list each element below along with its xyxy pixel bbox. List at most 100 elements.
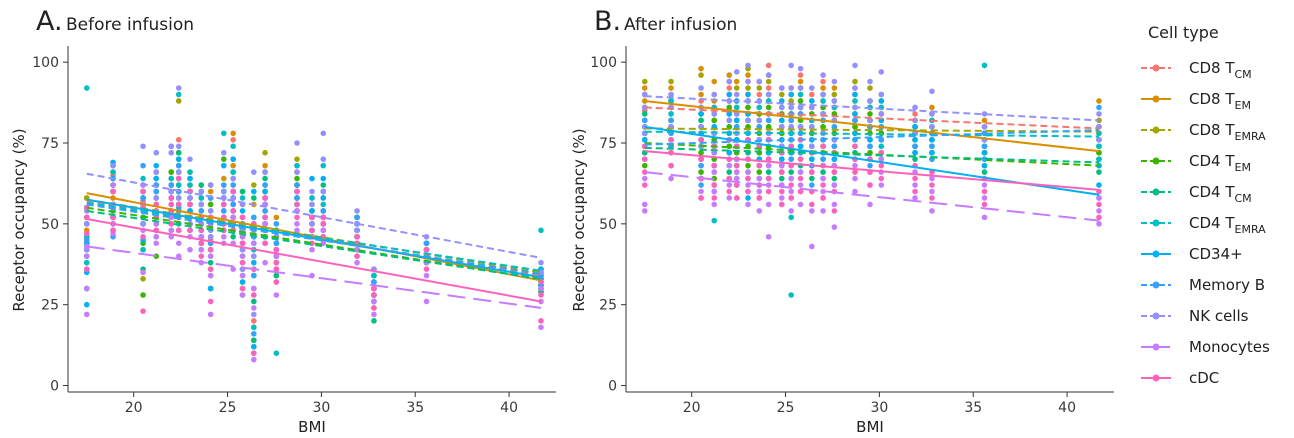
data-point	[168, 201, 175, 208]
data-point	[187, 182, 193, 188]
data-point	[140, 276, 146, 282]
data-point	[820, 72, 826, 78]
data-point	[929, 104, 935, 111]
data-point	[294, 221, 300, 227]
data-point	[168, 182, 175, 188]
data-point	[153, 233, 160, 240]
data-point	[371, 305, 377, 311]
data-point	[912, 149, 918, 156]
legend-label: cDC	[1189, 369, 1219, 387]
data-point	[765, 182, 772, 188]
data-point	[309, 227, 315, 234]
data-point	[230, 156, 236, 162]
data-point	[262, 175, 268, 182]
data-point	[912, 188, 918, 195]
data-point	[198, 208, 205, 214]
data-point	[878, 143, 885, 150]
panel-a-title: Before infusion	[66, 15, 194, 35]
data-point	[788, 156, 794, 162]
data-point	[641, 117, 648, 124]
data-point	[1096, 136, 1102, 143]
data-point	[371, 272, 377, 279]
fit-lines	[86, 172, 542, 309]
data-point	[912, 136, 918, 143]
data-point	[220, 233, 227, 240]
data-point	[809, 124, 815, 130]
data-point	[733, 91, 740, 98]
data-point	[220, 175, 227, 182]
data-point	[207, 188, 214, 195]
data-point	[538, 292, 544, 298]
data-point	[912, 104, 918, 111]
data-point	[294, 201, 300, 208]
data-point	[262, 188, 268, 195]
data-point	[981, 124, 988, 130]
data-point	[175, 143, 182, 150]
data-point	[83, 221, 90, 227]
legend: Cell type CD8 TCM CD8 TEM CD8 TEMRA CD4 TEM…	[1141, 23, 1270, 387]
data-point	[175, 169, 182, 175]
data-point	[262, 208, 268, 214]
data-point	[641, 208, 648, 214]
data-point	[778, 188, 785, 195]
data-point	[809, 91, 815, 98]
data-point	[309, 195, 315, 201]
data-point	[745, 91, 751, 98]
data-point	[273, 292, 280, 298]
data-point	[981, 143, 988, 150]
data-point	[711, 78, 718, 85]
data-point	[745, 175, 751, 182]
data-point	[788, 169, 794, 175]
x-tick-label: 35	[406, 400, 424, 416]
panel-b-x-axis-title: BMI	[856, 418, 884, 436]
data-point	[788, 117, 794, 124]
data-point	[175, 98, 182, 104]
data-point	[153, 162, 160, 169]
data-point	[320, 175, 327, 182]
data-point	[175, 227, 182, 234]
data-point	[726, 195, 733, 201]
data-point	[262, 182, 268, 188]
data-point	[423, 240, 430, 247]
data-point	[698, 111, 704, 117]
panel-b-y-axis-title: Receptor occupancy (%)	[570, 128, 588, 311]
data-point	[867, 111, 873, 117]
data-point	[641, 201, 648, 208]
data-point	[912, 124, 918, 130]
legend-label: Memory B	[1189, 276, 1265, 294]
data-point	[756, 85, 763, 91]
data-point	[220, 182, 227, 188]
data-point	[788, 182, 794, 188]
data-point	[981, 62, 988, 69]
legend-point-key	[1152, 95, 1160, 103]
data-point	[756, 117, 763, 124]
data-point	[756, 169, 763, 175]
data-point	[1096, 143, 1102, 150]
data-point	[733, 182, 740, 188]
legend-label: CD8 TEM	[1189, 90, 1251, 112]
data-point	[831, 175, 838, 182]
data-point	[187, 246, 193, 253]
data-point	[207, 259, 214, 266]
data-point	[756, 104, 763, 111]
data-point	[140, 188, 146, 195]
data-point	[878, 111, 885, 117]
legend-title: Cell type	[1148, 23, 1219, 42]
data-point	[852, 175, 858, 182]
data-point	[175, 149, 182, 156]
data-point	[320, 214, 327, 221]
data-point	[698, 188, 704, 195]
data-point	[756, 188, 763, 195]
y-tick-label: 25	[599, 298, 617, 314]
data-point	[251, 285, 257, 292]
data-point	[641, 175, 648, 182]
data-point	[765, 117, 772, 124]
fit-line	[644, 106, 1100, 130]
data-point	[1096, 221, 1102, 227]
data-point	[230, 143, 236, 150]
data-point	[711, 201, 718, 208]
legend-point-key	[1152, 64, 1160, 72]
data-point	[251, 188, 257, 195]
data-point	[175, 175, 182, 182]
data-point	[140, 308, 146, 314]
